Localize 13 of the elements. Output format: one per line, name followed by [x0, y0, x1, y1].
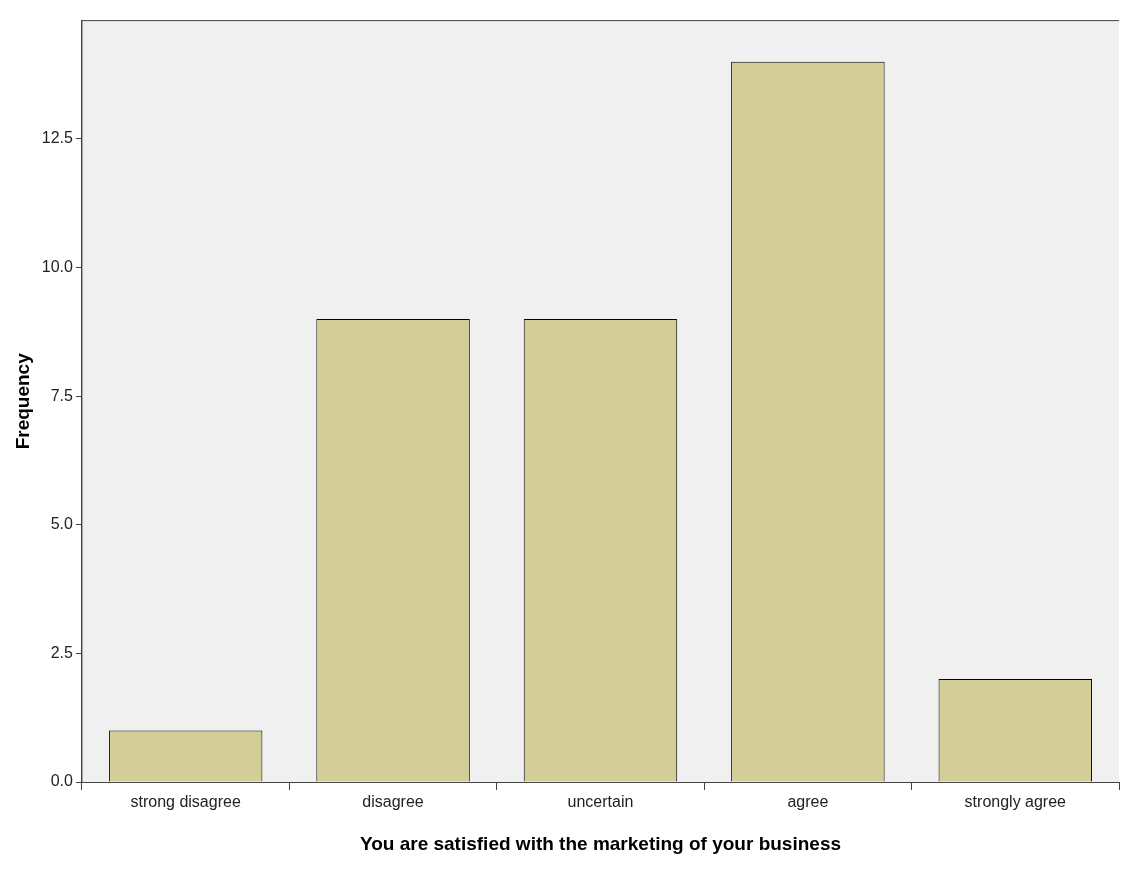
y-tick-label: 7.5 — [50, 386, 74, 404]
x-tick-label: strongly agree — [964, 793, 1067, 811]
x-tick-label: uncertain — [567, 793, 634, 811]
x-tick-label: disagree — [362, 793, 424, 811]
y-tick-label: 5.0 — [50, 515, 74, 533]
x-tick-label: strong disagree — [130, 793, 241, 811]
x-axis-title: You are satisfied with the marketing of your business — [359, 832, 842, 854]
y-tick-label: 2.5 — [50, 643, 74, 661]
y-tick-label: 12.5 — [41, 129, 74, 147]
x-tick-label: agree — [787, 793, 829, 811]
y-axis-title: Frequency — [11, 352, 33, 450]
y-tick-label: 0.0 — [50, 772, 74, 790]
y-tick-label: 10.0 — [41, 257, 74, 275]
